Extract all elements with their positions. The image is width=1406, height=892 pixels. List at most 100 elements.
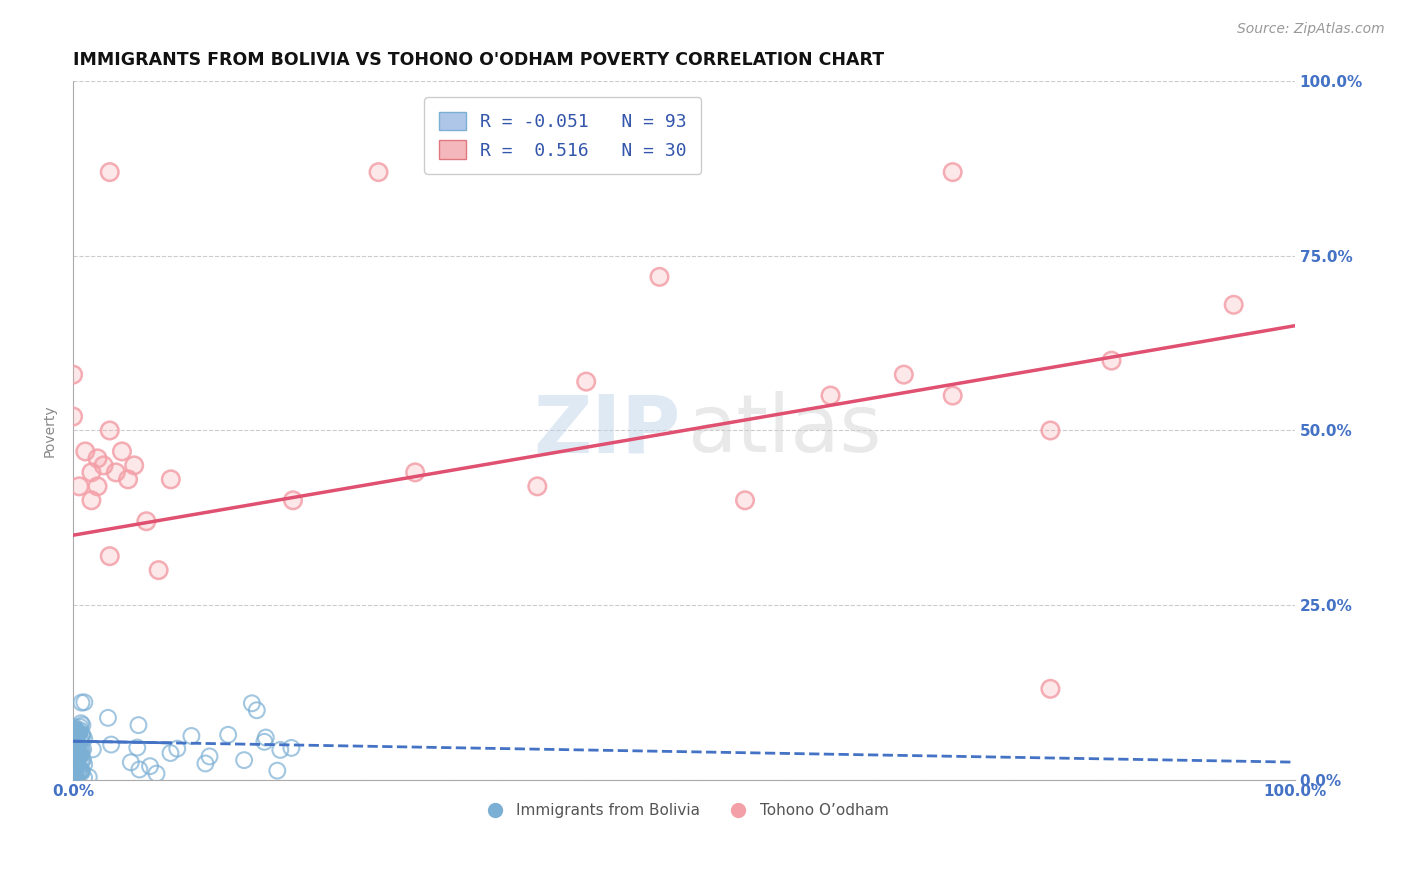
Point: [62, 729, 84, 743]
Point: [1101, 353, 1123, 368]
Point: [72, 742, 94, 756]
Point: [253, 735, 276, 749]
Point: [65, 770, 87, 784]
Point: [98, 549, 121, 564]
Point: [63, 771, 86, 785]
Point: [63, 730, 86, 744]
Point: [73, 731, 96, 746]
Point: [111, 444, 134, 458]
Point: [65, 739, 87, 753]
Point: [98, 165, 121, 179]
Text: atlas: atlas: [688, 392, 882, 469]
Point: [62, 742, 84, 756]
Point: [75, 444, 97, 458]
Legend: Immigrants from Bolivia, Tohono O’odham: Immigrants from Bolivia, Tohono O’odham: [474, 797, 894, 824]
Point: [65, 756, 87, 770]
Point: [63, 760, 86, 774]
Point: [942, 388, 965, 402]
Point: [893, 368, 915, 382]
Point: [198, 749, 221, 764]
Point: [217, 728, 239, 742]
Point: [281, 493, 304, 508]
Point: [159, 746, 181, 760]
Point: [70, 729, 93, 743]
Point: [65, 739, 87, 753]
Point: [269, 743, 291, 757]
Point: [122, 458, 145, 473]
Point: [62, 764, 84, 778]
Point: [69, 748, 91, 763]
Point: [62, 409, 84, 424]
Point: [1222, 298, 1244, 312]
Text: ZIP: ZIP: [533, 392, 681, 469]
Point: [70, 764, 93, 778]
Point: [75, 444, 97, 458]
Point: [65, 728, 87, 742]
Text: IMMIGRANTS FROM BOLIVIA VS TOHONO O'ODHAM POVERTY CORRELATION CHART: IMMIGRANTS FROM BOLIVIA VS TOHONO O'ODHA…: [73, 51, 884, 69]
Point: [98, 165, 121, 179]
Point: [93, 458, 115, 473]
Point: [65, 732, 87, 747]
Point: [240, 696, 263, 710]
Point: [70, 716, 93, 731]
Point: [72, 753, 94, 767]
Point: [117, 472, 139, 486]
Point: [70, 747, 93, 761]
Point: [63, 724, 86, 739]
Point: [648, 269, 671, 284]
Point: [111, 444, 134, 458]
Point: [98, 424, 121, 438]
Point: [526, 479, 548, 493]
Point: [77, 770, 100, 784]
Point: [67, 727, 90, 741]
Point: [148, 563, 170, 577]
Point: [159, 472, 181, 486]
Point: [65, 756, 87, 770]
Point: [117, 472, 139, 486]
Point: [135, 514, 157, 528]
Point: [93, 458, 115, 473]
Point: [65, 728, 87, 742]
Point: [66, 736, 89, 750]
Point: [1039, 681, 1062, 696]
Point: [254, 731, 277, 745]
Point: [62, 368, 84, 382]
Point: [73, 771, 96, 785]
Point: [80, 466, 103, 480]
Point: [70, 696, 93, 710]
Point: [70, 764, 93, 779]
Point: [127, 718, 149, 732]
Point: [820, 388, 842, 402]
Point: [69, 748, 91, 763]
Point: [65, 757, 87, 772]
Point: [70, 763, 93, 777]
Point: [82, 742, 104, 756]
Point: [367, 165, 389, 179]
Point: [246, 703, 269, 717]
Point: [734, 493, 756, 508]
Point: [67, 727, 90, 741]
Point: [70, 765, 93, 780]
Point: [67, 749, 90, 764]
Point: [70, 765, 93, 780]
Point: [63, 770, 86, 784]
Point: [62, 764, 84, 778]
Point: [73, 757, 96, 772]
Point: [63, 735, 86, 749]
Point: [367, 165, 389, 179]
Point: [63, 749, 86, 764]
Point: [72, 718, 94, 732]
Point: [62, 746, 84, 760]
Point: [62, 728, 84, 742]
Point: [62, 746, 84, 760]
Point: [63, 728, 86, 742]
Point: [97, 711, 120, 725]
Point: [66, 772, 89, 787]
Point: [86, 451, 108, 466]
Point: [67, 747, 90, 761]
Point: [281, 493, 304, 508]
Point: [648, 269, 671, 284]
Point: [139, 759, 162, 773]
Point: [180, 729, 202, 743]
Point: [65, 757, 87, 772]
